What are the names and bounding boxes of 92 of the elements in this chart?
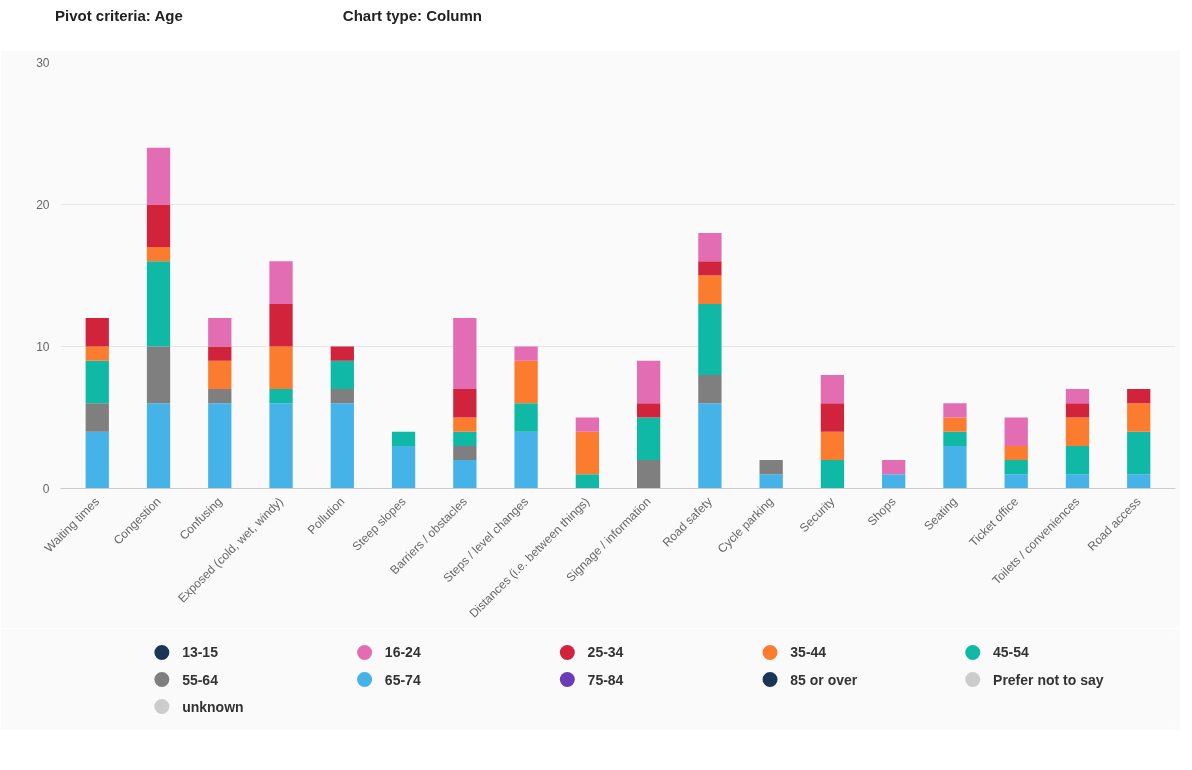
bar <box>636 460 661 489</box>
legend-label: 25-34 <box>587 644 624 661</box>
bar <box>208 346 232 361</box>
legend-label: 55-64 <box>182 671 219 688</box>
bar <box>85 346 109 361</box>
bar <box>1004 460 1028 475</box>
bar <box>146 346 171 404</box>
bar <box>698 232 722 262</box>
bar <box>636 360 661 404</box>
bar <box>453 431 477 446</box>
bar <box>1065 474 1090 489</box>
bar <box>146 261 171 347</box>
bar <box>698 261 722 276</box>
y-tick-label: 20 <box>36 198 50 212</box>
bar <box>269 303 293 347</box>
bar <box>330 360 354 390</box>
bar <box>1065 417 1090 446</box>
bar <box>85 431 109 489</box>
legend-label: Prefer not to say <box>993 671 1104 688</box>
bar <box>330 389 354 404</box>
bar <box>146 147 171 205</box>
bar <box>820 431 845 461</box>
bar <box>146 204 171 248</box>
bar <box>1127 389 1151 404</box>
bar <box>882 460 906 475</box>
bar <box>514 403 538 432</box>
bar <box>391 431 416 446</box>
bar <box>453 417 477 432</box>
bar <box>943 445 967 489</box>
bar <box>453 318 477 390</box>
bar <box>1004 445 1028 461</box>
bar <box>1004 474 1028 489</box>
bar <box>820 460 845 489</box>
bar <box>514 431 538 489</box>
bar <box>1127 403 1151 432</box>
bar <box>453 389 477 418</box>
y-tick-label: 10 <box>36 340 50 354</box>
legend-label: 16-24 <box>384 644 421 661</box>
legend-label: 75-84 <box>587 671 624 688</box>
bar <box>698 403 722 489</box>
bar <box>575 417 600 432</box>
bar <box>759 474 783 489</box>
bar <box>208 403 232 489</box>
y-tick-label: 30 <box>36 56 50 70</box>
bar <box>330 403 354 489</box>
bar <box>208 389 232 404</box>
bar <box>636 417 661 461</box>
bar <box>698 275 722 304</box>
bar <box>453 445 477 461</box>
bar <box>820 374 845 404</box>
bar <box>575 474 600 489</box>
bar <box>208 318 232 347</box>
bar <box>269 346 293 390</box>
bar <box>1127 474 1151 489</box>
bar <box>575 431 600 475</box>
bar <box>208 360 232 390</box>
bar <box>269 261 293 304</box>
bar <box>453 460 477 489</box>
legend-label: 35-44 <box>790 644 827 661</box>
bar <box>943 403 967 418</box>
bar <box>1127 431 1151 475</box>
bar <box>1065 389 1090 404</box>
y-tick-label: 0 <box>42 482 50 496</box>
bar <box>514 346 538 361</box>
bar <box>85 403 109 432</box>
text: Pivot criteria: Age <box>55 7 183 24</box>
bar <box>514 360 538 404</box>
text: Chart type: Column <box>342 7 482 24</box>
bar <box>1004 417 1028 446</box>
bar <box>1065 445 1090 475</box>
bar <box>330 346 354 361</box>
legend-label: unknown <box>182 698 244 715</box>
bar <box>698 374 722 404</box>
bar <box>759 460 783 475</box>
legend-label: 65-74 <box>384 671 421 688</box>
bar <box>943 431 967 446</box>
bar <box>85 318 109 347</box>
bar <box>1065 403 1090 418</box>
legend-label: 85 or over <box>790 671 858 688</box>
bar <box>146 403 171 489</box>
bar <box>820 403 845 432</box>
bar <box>943 417 967 432</box>
bar <box>146 247 171 262</box>
bar <box>698 303 722 375</box>
bar <box>882 474 906 489</box>
bar <box>636 403 661 418</box>
bar <box>269 389 293 404</box>
bar <box>269 403 293 489</box>
bar <box>85 360 109 404</box>
legend-label: 13-15 <box>182 644 219 661</box>
bar <box>391 445 416 489</box>
legend-label: 45-54 <box>993 644 1030 661</box>
